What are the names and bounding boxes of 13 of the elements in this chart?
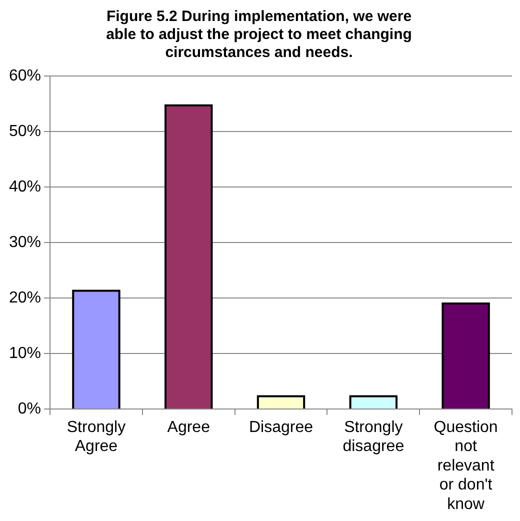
y-tick-label: 50% — [8, 122, 42, 140]
y-tick-label: 60% — [8, 67, 42, 84]
x-tick-label: Agree — [167, 419, 210, 436]
x-tick-label: Question not relevant or don't know — [434, 419, 498, 513]
y-tick-label: 0% — [18, 400, 42, 418]
x-tick-label: Disagree — [248, 419, 314, 436]
y-tick-label: 30% — [8, 234, 42, 251]
x-tick-label: Strongly disagree — [342, 419, 404, 456]
y-tick-label: 40% — [8, 178, 42, 196]
y-tick-label: 10% — [8, 344, 42, 362]
y-tick-label: 20% — [8, 289, 42, 306]
chart-title: Figure 5.2 During implementation, we were able to adjust the project to meet changing circumstances and needs. — [106, 8, 412, 62]
x-tick-label: Strongly Agree — [66, 419, 126, 456]
